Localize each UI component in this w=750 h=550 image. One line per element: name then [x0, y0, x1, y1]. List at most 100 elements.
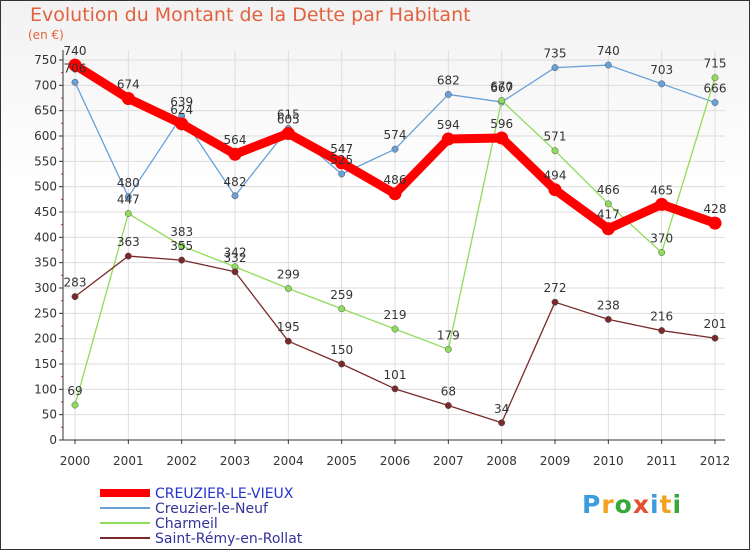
data-point — [551, 147, 559, 155]
data-label: 703 — [650, 63, 673, 77]
data-label: 355 — [170, 239, 193, 253]
data-label: 574 — [384, 128, 407, 142]
data-point — [391, 145, 399, 153]
data-point — [178, 256, 186, 264]
data-point — [391, 325, 399, 333]
data-point — [178, 242, 186, 250]
y-tick-label: 0 — [49, 433, 57, 447]
logo-letter: i — [650, 490, 660, 519]
x-tick-label: 2003 — [220, 454, 251, 468]
x-tick-label: 2000 — [60, 454, 91, 468]
data-label: 740 — [597, 44, 620, 58]
data-point — [548, 183, 562, 197]
data-label: 447 — [117, 193, 140, 207]
data-point — [228, 147, 242, 161]
legend-label-2: Charmeil — [155, 516, 218, 532]
x-tick-label: 2012 — [700, 454, 731, 468]
y-tick-label: 150 — [34, 357, 57, 371]
x-tick-label: 2009 — [540, 454, 571, 468]
data-label: 216 — [650, 310, 673, 324]
data-label: 465 — [650, 183, 673, 197]
data-point — [655, 197, 669, 211]
data-point — [495, 131, 509, 145]
x-tick-label: 2011 — [646, 454, 677, 468]
x-tick-label: 2001 — [113, 454, 144, 468]
x-tick-label: 2002 — [166, 454, 197, 468]
logo-letter: P — [582, 490, 602, 519]
data-label: 238 — [597, 298, 620, 312]
proxiti-logo: Proxiti — [582, 490, 682, 519]
data-point — [441, 132, 455, 146]
data-point — [498, 419, 506, 427]
data-labels: 706 480 639 482 615 525 574 682 667 735 740 703 666 6… — [64, 44, 727, 416]
data-point — [604, 61, 612, 69]
data-point — [711, 334, 719, 342]
data-point — [708, 216, 722, 230]
x-tick-label: 2010 — [593, 454, 624, 468]
legend-label-3: Saint-Rémy-en-Rollat — [155, 531, 303, 547]
data-point — [124, 210, 132, 217]
y-tick-label: 550 — [34, 154, 57, 168]
y-tick-label: 750 — [34, 53, 57, 67]
data-point — [335, 156, 349, 170]
data-label: 682 — [437, 73, 460, 87]
data-point — [551, 64, 559, 72]
logo-letter: t — [659, 490, 673, 519]
data-point — [231, 192, 239, 200]
data-label: 666 — [704, 82, 727, 96]
logo-letter: o — [614, 490, 633, 519]
data-point — [175, 117, 189, 131]
data-label: 670 — [490, 80, 513, 94]
data-label: 594 — [437, 118, 460, 132]
x-tick-label: 2004 — [273, 454, 304, 468]
data-label: 370 — [650, 232, 673, 246]
data-label: 179 — [437, 328, 460, 342]
data-label: 740 — [64, 44, 87, 58]
data-point — [284, 285, 292, 292]
logo-letter: r — [601, 490, 615, 519]
data-label: 363 — [117, 235, 140, 249]
data-label: 259 — [330, 288, 353, 302]
y-tick-label: 400 — [34, 230, 57, 244]
data-point — [601, 222, 615, 236]
data-point — [338, 360, 346, 368]
data-label: 34 — [494, 402, 509, 416]
data-label: 715 — [704, 57, 727, 71]
y-tick-label: 600 — [34, 129, 57, 143]
y-tick-label: 500 — [34, 180, 57, 194]
data-point — [121, 92, 135, 106]
data-point — [658, 249, 666, 256]
data-point — [658, 327, 666, 335]
y-tick-label: 450 — [34, 205, 57, 219]
data-label: 605 — [277, 112, 300, 126]
y-tick-label: 100 — [34, 382, 57, 396]
data-label: 706 — [64, 61, 87, 75]
unit-label: (en €) — [28, 28, 64, 42]
grid — [63, 50, 725, 440]
data-label: 547 — [330, 142, 353, 156]
data-label: 150 — [330, 343, 353, 357]
data-label: 494 — [544, 169, 567, 183]
data-point — [551, 298, 559, 306]
y-tick-label: 300 — [34, 281, 57, 295]
data-point — [281, 126, 295, 140]
data-point — [71, 401, 79, 409]
data-point — [604, 200, 612, 208]
axes: 0 50 100 150 200 250 300 350 400 450 500 550 600 650 7… — [34, 50, 730, 468]
x-tick-label: 2007 — [433, 454, 464, 468]
data-label: 480 — [117, 176, 140, 190]
x-tick-label: 2006 — [380, 454, 411, 468]
data-label: 342 — [224, 246, 247, 260]
data-point — [391, 385, 399, 393]
data-label: 482 — [224, 175, 247, 189]
data-point — [711, 74, 719, 82]
data-label: 615 — [277, 107, 300, 121]
data-point — [338, 170, 346, 178]
data-point — [284, 337, 292, 345]
data-point — [604, 315, 612, 323]
data-point — [338, 305, 346, 313]
data-point — [498, 97, 506, 104]
data-label: 428 — [704, 202, 727, 216]
logo-letter: i — [672, 490, 683, 519]
